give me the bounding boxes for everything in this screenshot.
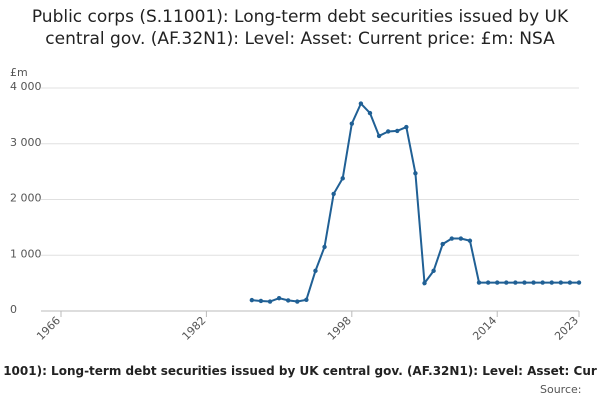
point (331, 191, 336, 197)
x-tick-label: 1966 (34, 314, 63, 343)
point (422, 280, 427, 286)
chart-title: Public corps (S.11001): Long-term debt s… (31, 7, 569, 49)
point (358, 101, 364, 106)
point (540, 280, 545, 285)
y-tick-label: 3 000 (10, 136, 42, 149)
point (549, 280, 554, 285)
x-tick-label: 2014 (470, 314, 499, 343)
y-unit: £m (10, 66, 28, 79)
point (449, 236, 454, 241)
point (495, 280, 500, 285)
point (285, 298, 291, 303)
point (504, 280, 509, 285)
point (313, 268, 318, 274)
point (476, 280, 482, 285)
point (413, 171, 418, 176)
point (513, 280, 518, 285)
point (458, 236, 464, 241)
point (385, 129, 391, 134)
x-tick-label: 2023 (552, 314, 581, 343)
caption: 1001): Long-term debt securities issued … (3, 364, 597, 378)
point (349, 121, 355, 126)
y-tick-label: 1 000 (10, 247, 42, 260)
point (267, 299, 273, 304)
point (485, 280, 491, 285)
point (340, 176, 345, 181)
point (558, 280, 564, 285)
point (276, 295, 282, 301)
point (522, 280, 527, 285)
point (467, 238, 473, 243)
point (576, 280, 582, 285)
source: Source: (540, 383, 582, 396)
point (440, 241, 445, 247)
point (367, 110, 373, 116)
point (395, 128, 400, 134)
point (531, 280, 536, 285)
y-tick-label: 2 000 (10, 192, 42, 205)
point (322, 244, 327, 250)
y-tick-label: 0 (10, 303, 17, 316)
point (404, 124, 409, 130)
y-tick-label: 4 000 (10, 80, 42, 93)
point (295, 299, 300, 304)
point (376, 133, 382, 139)
point (304, 297, 309, 303)
point (567, 280, 573, 285)
point (249, 297, 255, 303)
x-tick-label: 1982 (180, 314, 209, 343)
series-line (251, 101, 579, 303)
point (431, 268, 436, 274)
x-tick-label: 1998 (325, 314, 354, 343)
point (258, 298, 264, 304)
